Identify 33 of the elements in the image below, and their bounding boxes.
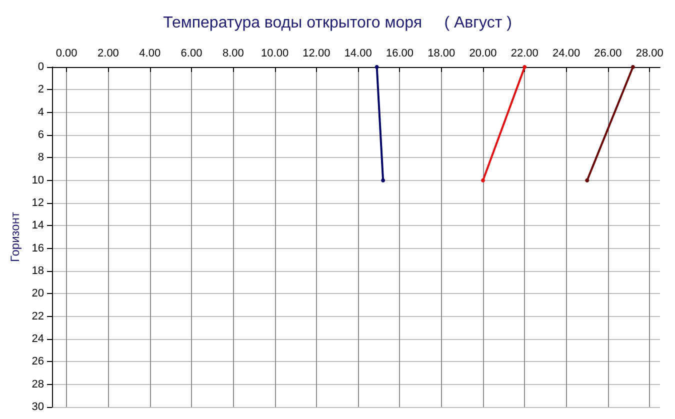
x-tick-label: 20.00 <box>469 48 497 60</box>
y-tick-label: 30 <box>32 401 44 413</box>
x-tick-label: 4.00 <box>139 48 161 60</box>
y-tick-label: 8 <box>38 152 44 164</box>
y-tick-label: 20 <box>32 288 44 300</box>
y-tick-label: 18 <box>32 265 44 277</box>
y-tick-label: 28 <box>32 378 44 390</box>
y-tick-label: 24 <box>32 333 44 345</box>
y-axis-title: Горизонт <box>8 212 22 262</box>
y-tick-label: 14 <box>32 220 44 232</box>
x-tick-label: 10.00 <box>261 48 289 60</box>
x-tick-label: 6.00 <box>180 48 202 60</box>
x-tick-label: 8.00 <box>222 48 244 60</box>
x-tick-label: 24.00 <box>552 48 580 60</box>
x-tick-label: 12.00 <box>302 48 330 60</box>
x-tick-label: 26.00 <box>594 48 622 60</box>
x-tick-label: 14.00 <box>344 48 372 60</box>
x-tick-label: 28.00 <box>636 48 664 60</box>
y-tick-label: 22 <box>32 310 44 322</box>
y-tick-label: 12 <box>32 197 44 209</box>
x-tick-label: 16.00 <box>386 48 414 60</box>
chart-title: Температура воды открытого моря ( Август ) <box>163 14 512 32</box>
y-tick-label: 26 <box>32 356 44 368</box>
y-tick-label: 4 <box>38 106 44 118</box>
x-tick-label: 0.00 <box>56 48 78 60</box>
x-tick-label: 22.00 <box>510 48 538 60</box>
y-tick-label: 6 <box>38 129 44 141</box>
x-tick-label: 2.00 <box>98 48 119 60</box>
x-tick-label: 18.00 <box>428 48 456 60</box>
y-tick-label: 10 <box>32 174 44 186</box>
y-tick-label: 2 <box>38 84 44 96</box>
y-tick-label: 0 <box>38 61 44 73</box>
y-tick-label: 16 <box>32 242 44 254</box>
